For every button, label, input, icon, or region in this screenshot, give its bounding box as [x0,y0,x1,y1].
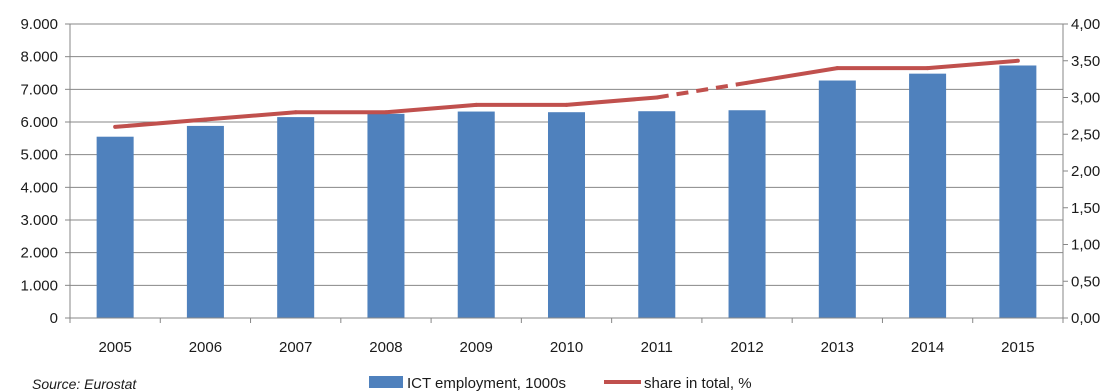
bar-2009 [457,111,495,319]
x-tick-label-2015: 2015 [1001,339,1034,356]
share-line-segment-2010-2011 [564,95,659,107]
bar-series [96,65,1037,319]
y-left-tick-label: 8.000 [20,49,58,66]
bar-2005 [96,136,134,318]
bar-2008 [367,113,405,318]
share-line-segment-2014-2015 [925,58,1020,71]
x-tick-label-2009: 2009 [460,339,493,356]
bar-2013 [818,80,856,318]
x-tick-label-2011: 2011 [641,339,673,356]
bar-2015 [999,65,1037,318]
y-right-tick-label: 3,50 [1071,53,1100,70]
share-line-segment-2005-2006 [113,117,208,129]
y-left-tick-label: 7.000 [20,81,58,98]
legend: ICT employment, 1000s share in total, % [369,375,752,392]
x-tick-label-2014: 2014 [911,339,944,356]
line-series [113,58,1020,129]
y-right-tick-label: 2,00 [1071,163,1100,180]
y-left-tick-label: 6.000 [20,114,58,131]
legend-label-ict-employment: ICT employment, 1000s [407,375,566,392]
y-left-tick-label: 0 [50,310,58,327]
x-tick-label-2005: 2005 [98,339,131,356]
x-tick-label-2012: 2012 [730,339,763,356]
bar-2006 [186,125,224,318]
y-left-tick-label: 4.000 [20,179,58,196]
x-tick-label-2010: 2010 [550,339,583,356]
y-left-tick-label: 3.000 [20,212,58,229]
tick-labels: 0 1.000 2.000 3.000 4.000 5.000 6.000 7.000 8.00… [20,16,1100,356]
bar-2012 [728,110,766,319]
share-line-segment-2012-2013 [745,66,840,85]
y-left-tick-label: 1.000 [20,277,58,294]
share-line-segment-2011-2012 [656,80,748,100]
y-right-tick-label: 0,00 [1071,310,1100,327]
x-tick-label-2006: 2006 [189,339,222,356]
y-left-tick-label: 2.000 [20,245,58,262]
y-right-tick-label: 2,50 [1071,126,1100,143]
bar-2011 [638,111,676,318]
legend-label-share-in-total: share in total, % [644,375,752,392]
bar-2010 [547,112,586,318]
bar-2014 [909,73,947,318]
share-line-segment-2006-2007 [203,110,298,122]
share-line-segment-2008-2009 [383,102,479,115]
y-left-tick-label: 9.000 [20,16,58,33]
y-right-tick-label: 1,00 [1071,237,1100,254]
y-right-tick-label: 1,50 [1071,200,1100,217]
y-right-tick-label: 3,00 [1071,90,1100,107]
y-left-tick-label: 5.000 [20,147,58,164]
x-tick-label-2008: 2008 [369,339,402,356]
legend-swatch-ict-employment [369,376,403,388]
x-tick-label-2013: 2013 [821,339,854,356]
source-note: Source: Eurostat [32,376,137,392]
bar-2007 [277,117,315,318]
y-right-tick-label: 4,00 [1071,16,1100,33]
x-tick-label-2007: 2007 [279,339,312,356]
y-right-tick-label: 0,50 [1071,273,1100,290]
axes [65,23,1068,323]
